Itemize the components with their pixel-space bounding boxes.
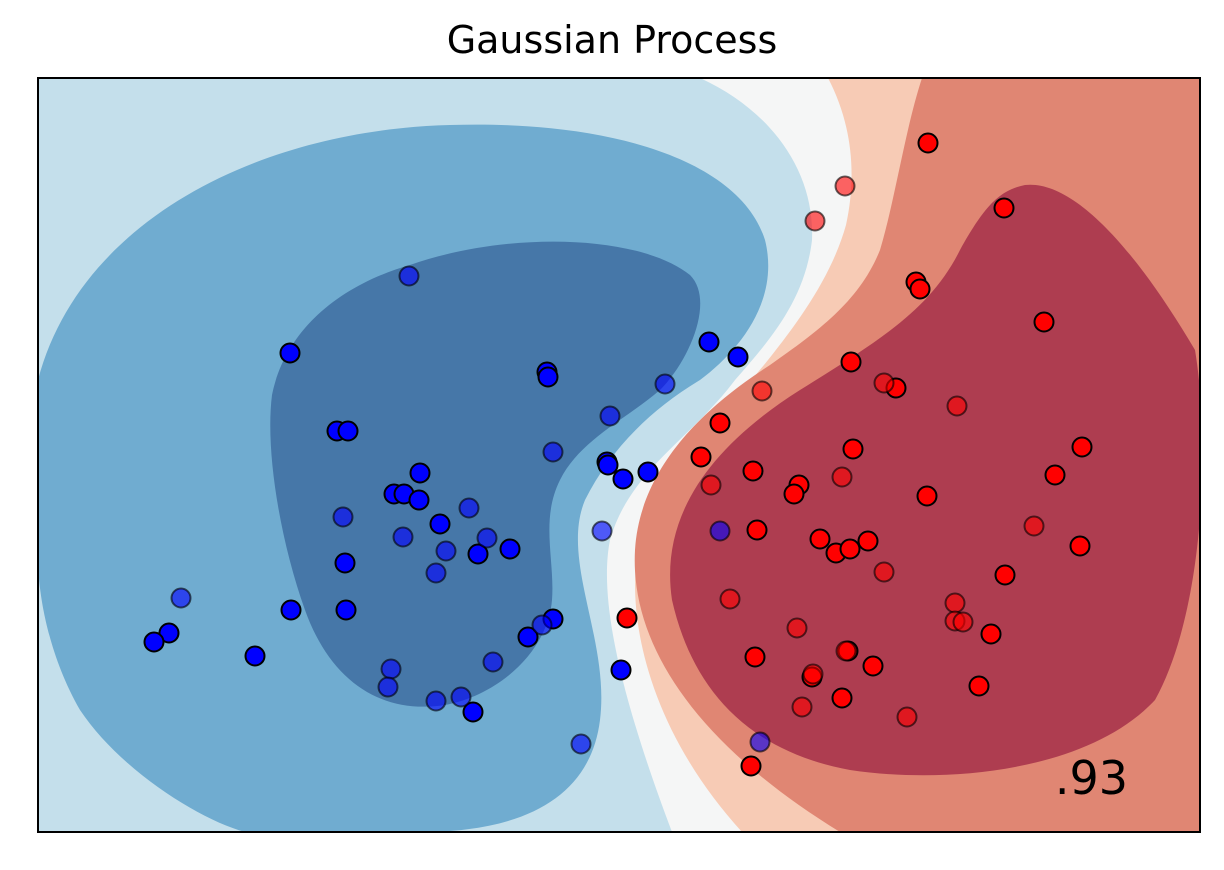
test-class-0-point (332, 506, 354, 528)
train-class-1-point (909, 278, 931, 300)
test-class-1-point (831, 466, 853, 488)
train-class-1-point (831, 687, 853, 709)
train-class-0-point (612, 468, 634, 490)
test-class-1-point (946, 395, 968, 417)
test-class-1-point (873, 372, 895, 394)
train-class-1-point (980, 623, 1002, 645)
test-class-1-point (791, 696, 813, 718)
test-class-0-point (476, 527, 498, 549)
train-class-0-point (597, 454, 619, 476)
test-class-1-point (834, 175, 856, 197)
train-class-1-point (857, 530, 879, 552)
test-class-1-point (873, 561, 895, 583)
test-class-1-point (896, 706, 918, 728)
train-class-1-point (809, 528, 831, 550)
test-class-1-point (804, 210, 826, 232)
test-class-1-point (944, 592, 966, 614)
region-strong-blue (270, 241, 701, 707)
train-class-0-point (637, 461, 659, 483)
test-class-1-point (1023, 515, 1045, 537)
test-class-0-point (599, 405, 621, 427)
train-class-1-point (690, 446, 712, 468)
train-class-1-point (1069, 535, 1091, 557)
train-class-1-point (916, 485, 938, 507)
test-class-0-point (749, 731, 771, 753)
train-class-1-point (1033, 311, 1055, 333)
train-class-0-point (462, 701, 484, 723)
train-class-1-point (993, 197, 1015, 219)
train-class-1-point (746, 519, 768, 541)
train-class-0-point (279, 342, 301, 364)
train-class-1-point (839, 538, 861, 560)
test-class-0-point (425, 690, 447, 712)
test-class-0-point (709, 520, 731, 542)
test-class-0-point (570, 733, 592, 755)
train-class-0-point (537, 366, 559, 388)
test-class-0-point (458, 497, 480, 519)
train-class-0-point (517, 626, 539, 648)
test-class-0-point (482, 651, 504, 673)
score-label: .93 (1055, 751, 1128, 805)
test-class-0-point (380, 658, 402, 680)
train-class-0-point (143, 631, 165, 653)
train-class-0-point (499, 538, 521, 560)
train-class-1-point (1071, 436, 1093, 458)
train-class-1-point (740, 755, 762, 777)
train-class-1-point (994, 564, 1016, 586)
train-class-1-point (840, 351, 862, 373)
test-class-1-point (952, 611, 974, 633)
test-class-1-point (786, 617, 808, 639)
test-class-0-point (542, 441, 564, 463)
train-class-0-point (409, 462, 431, 484)
test-class-1-point (719, 588, 741, 610)
test-class-1-point (835, 640, 857, 662)
train-class-1-point (968, 675, 990, 697)
train-class-1-point (917, 132, 939, 154)
train-class-1-point (709, 412, 731, 434)
train-class-0-point (334, 552, 356, 574)
scatter-points (143, 132, 1093, 777)
test-class-0-point (450, 686, 472, 708)
train-class-0-point (244, 645, 266, 667)
train-class-1-point (862, 655, 884, 677)
train-class-1-point (616, 607, 638, 629)
train-class-0-point (335, 599, 357, 621)
train-class-1-point (783, 483, 805, 505)
test-class-0-point (170, 587, 192, 609)
test-class-0-point (425, 562, 447, 584)
test-class-1-point (700, 474, 722, 496)
train-class-1-point (1044, 464, 1066, 486)
chart-title: Gaussian Process (446, 18, 778, 62)
test-class-0-point (377, 676, 399, 698)
test-class-0-point (398, 265, 420, 287)
train-class-1-point (842, 438, 864, 460)
train-class-0-point (158, 622, 180, 644)
train-class-0-point (698, 331, 720, 353)
train-class-0-point (280, 599, 302, 621)
train-class-0-point (337, 420, 359, 442)
test-class-0-point (654, 373, 676, 395)
train-class-1-point (744, 646, 766, 668)
test-class-0-point (531, 614, 553, 636)
train-class-0-point (727, 346, 749, 368)
test-class-0-point (392, 526, 414, 548)
train-class-0-point (408, 489, 430, 511)
train-class-0-point (429, 513, 451, 535)
test-class-0-point (591, 520, 613, 542)
train-class-0-point (467, 543, 489, 565)
test-class-1-point (802, 663, 824, 685)
test-class-0-point (435, 540, 457, 562)
train-class-1-point (742, 460, 764, 482)
train-class-0-point (610, 659, 632, 681)
plot-frame (37, 77, 1201, 833)
test-class-1-point (751, 380, 773, 402)
